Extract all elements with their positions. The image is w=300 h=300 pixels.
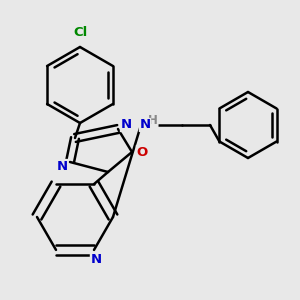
Text: N: N <box>90 254 102 266</box>
Text: O: O <box>136 146 148 158</box>
Text: H: H <box>148 113 158 127</box>
Text: N: N <box>120 118 132 131</box>
Text: N: N <box>56 160 68 172</box>
Text: Cl: Cl <box>73 26 87 40</box>
Text: N: N <box>140 118 151 131</box>
